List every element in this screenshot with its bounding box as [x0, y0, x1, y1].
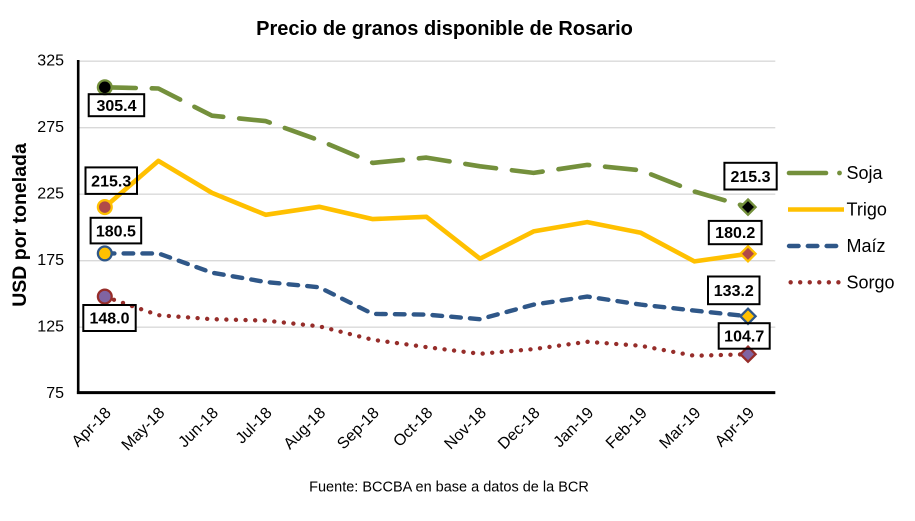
svg-text:104.7: 104.7	[724, 329, 764, 346]
svg-text:Precio de granos disponible de: Precio de granos disponible de Rosario	[256, 18, 633, 40]
svg-text:Trigo: Trigo	[847, 200, 887, 220]
svg-text:USD por tonelada: USD por tonelada	[9, 143, 31, 307]
svg-text:180.2: 180.2	[715, 225, 755, 242]
svg-text:75: 75	[46, 385, 64, 402]
svg-text:275: 275	[37, 119, 64, 136]
svg-text:Sorgo: Sorgo	[847, 272, 895, 292]
svg-text:305.4: 305.4	[96, 98, 136, 115]
svg-text:Maíz: Maíz	[847, 236, 886, 256]
svg-text:125: 125	[37, 318, 64, 335]
svg-text:Soja: Soja	[847, 163, 884, 183]
svg-text:175: 175	[37, 252, 64, 269]
svg-text:215.3: 215.3	[730, 169, 770, 186]
svg-text:215.3: 215.3	[91, 173, 131, 190]
svg-text:148.0: 148.0	[89, 311, 129, 328]
svg-text:133.2: 133.2	[714, 283, 754, 300]
svg-text:Fuente: BCCBA en base a datos: Fuente: BCCBA en base a datos de la BCR	[309, 480, 589, 496]
svg-text:180.5: 180.5	[96, 223, 136, 240]
svg-text:225: 225	[37, 185, 64, 202]
svg-text:325: 325	[37, 52, 64, 69]
